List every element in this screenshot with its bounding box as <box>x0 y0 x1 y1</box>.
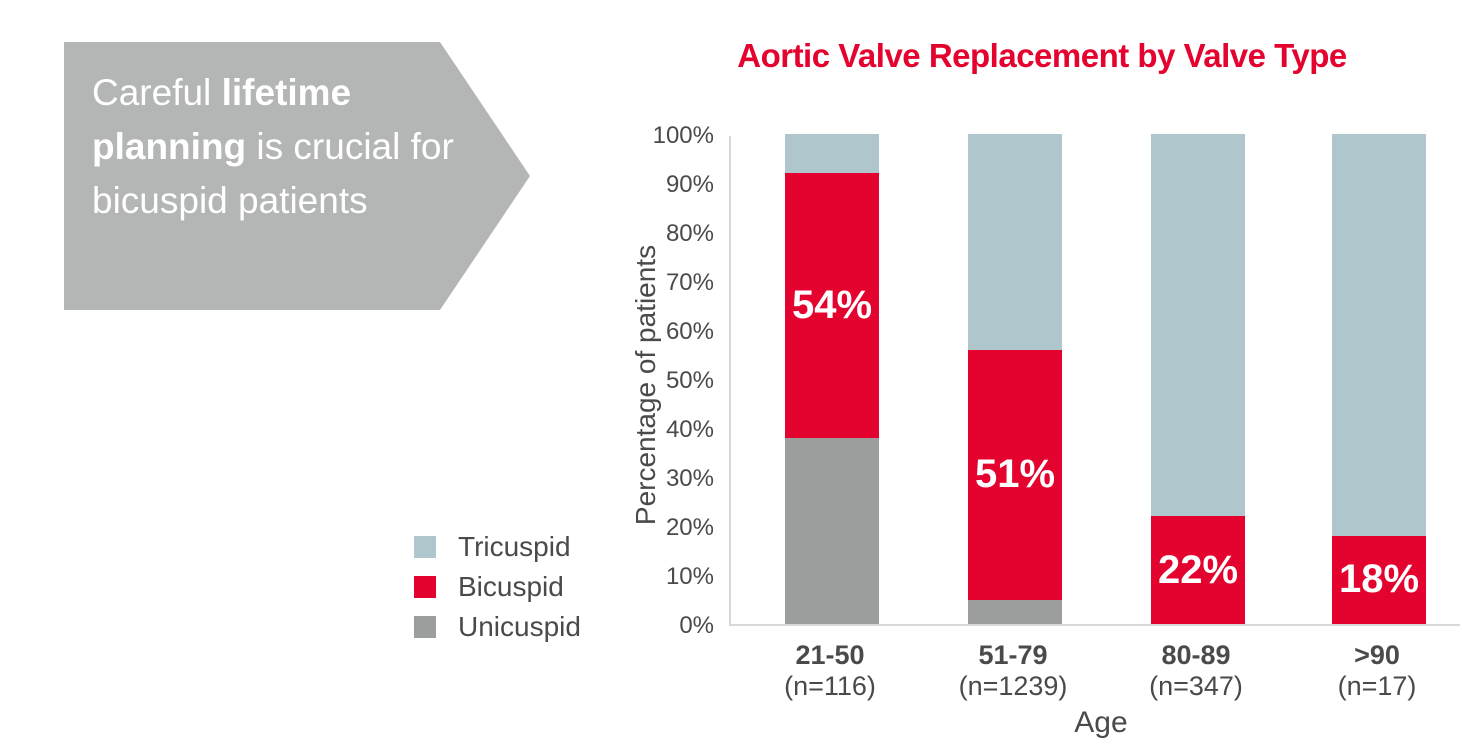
y-tick-label: 20% <box>665 514 714 541</box>
legend-row-unicuspid: Unicuspid <box>414 607 581 647</box>
y-tick-label: 80% <box>665 220 714 247</box>
legend: Tricuspid Bicuspid Unicuspid <box>414 527 581 647</box>
bar-value-label: 18% <box>1338 557 1420 602</box>
callout-text: Careful lifetime planning is crucial for… <box>92 66 470 228</box>
bar-value-label: 22% <box>1157 547 1239 592</box>
x-category-range: 21-50 <box>795 640 865 670</box>
bar-segment-tricuspid <box>1151 134 1245 517</box>
x-category-label: 80-89 (n=347) <box>1106 640 1286 702</box>
y-tick-label: 70% <box>665 269 714 296</box>
bar-21-50: 54% <box>785 134 879 624</box>
legend-swatch-tricuspid <box>414 536 436 558</box>
bar-80-89: 22% <box>1151 134 1245 624</box>
bar->90: 18% <box>1332 134 1426 624</box>
bar-segment-bicuspid: 51% <box>968 349 1062 600</box>
x-category-range: 51-79 <box>978 640 1048 670</box>
y-tick-label: 60% <box>665 318 714 345</box>
x-category-label: 51-79 (n=1239) <box>923 640 1103 702</box>
y-tick-label: 100% <box>652 122 714 149</box>
x-category-n: (n=17) <box>1337 671 1417 701</box>
y-tick-label: 40% <box>665 416 714 443</box>
chart-title: Aortic Valve Replacement by Valve Type <box>737 37 1347 74</box>
callout-text-start: Careful <box>92 72 222 113</box>
legend-row-tricuspid: Tricuspid <box>414 527 581 567</box>
x-category-n: (n=1239) <box>958 671 1068 701</box>
callout-text-end: is crucial for bicuspid patients <box>92 126 454 221</box>
x-category-range: >90 <box>1354 640 1400 670</box>
y-tick-label: 30% <box>665 465 714 492</box>
bar-segment-bicuspid: 22% <box>1151 516 1245 624</box>
legend-label: Tricuspid <box>458 531 571 562</box>
bar-value-label: 54% <box>791 283 873 328</box>
legend-swatch-unicuspid <box>414 616 436 638</box>
callout-text-emphasis: lifetime planning <box>92 72 352 167</box>
x-category-label: >90 (n=17) <box>1287 640 1462 702</box>
bar-segment-unicuspid <box>968 599 1062 624</box>
bar-51-79: 51% <box>968 134 1062 624</box>
x-category-label: 21-50 (n=116) <box>740 640 920 702</box>
y-tick-label: 0% <box>679 612 714 639</box>
bar-segment-tricuspid <box>785 134 879 174</box>
y-tick-label: 50% <box>665 367 714 394</box>
bar-segment-bicuspid: 18% <box>1332 535 1426 624</box>
callout-arrow: Careful lifetime planning is crucial for… <box>64 42 530 310</box>
bar-segment-tricuspid <box>968 134 1062 350</box>
legend-label: Unicuspid <box>458 611 581 642</box>
bar-segment-bicuspid: 54% <box>785 173 879 438</box>
y-tick-label: 10% <box>665 563 714 590</box>
legend-label: Bicuspid <box>458 571 564 602</box>
bar-value-label: 51% <box>974 452 1056 497</box>
legend-row-bicuspid: Bicuspid <box>414 567 581 607</box>
bar-segment-tricuspid <box>1332 134 1426 536</box>
bar-segment-unicuspid <box>785 437 879 624</box>
legend-swatch-bicuspid <box>414 576 436 598</box>
y-tick-label: 90% <box>665 171 714 198</box>
plot-area: 54% 51% 22% 18% <box>729 134 1460 626</box>
x-category-range: 80-89 <box>1161 640 1231 670</box>
x-category-n: (n=347) <box>1149 671 1243 701</box>
x-category-n: (n=116) <box>784 671 876 701</box>
x-axis-label: Age <box>1074 706 1128 739</box>
